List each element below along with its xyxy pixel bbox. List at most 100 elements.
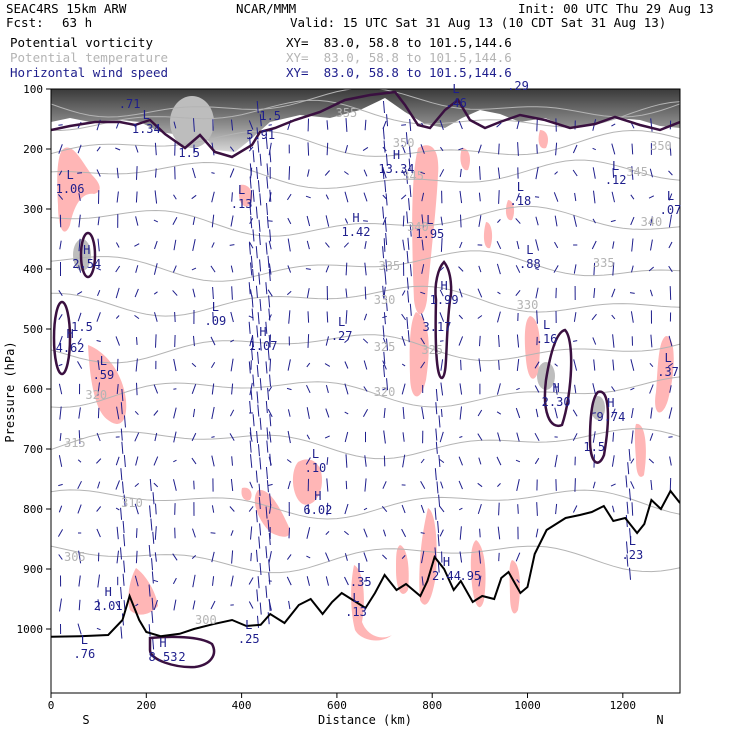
wind-vector [135,216,139,226]
wind-vector [250,526,253,540]
wind-vector [97,599,100,611]
wind-vector [402,215,405,227]
wind-vector [250,387,253,400]
wind-vector [458,480,463,490]
pv-contour-loop [79,231,97,279]
y-axis-title: Pressure (hPa) [3,341,17,442]
wind-vector [440,359,444,371]
south-end-label: S [82,713,89,727]
wind-vector [211,383,215,395]
wind-vector [440,481,444,489]
wind-vector [135,456,139,466]
wind-vector [625,475,628,488]
wind-vector [325,242,330,248]
wind-vector [135,550,138,564]
y-tick-label: 400 [23,263,43,276]
wind-vector [401,504,406,514]
wind-vector [191,555,197,559]
plot-area [51,89,680,669]
wind-vector [406,316,409,330]
extremum-value: 2.44 [432,569,461,583]
wind-vector [307,311,310,323]
wind-vector [268,598,271,612]
wind-vector [173,388,177,390]
wind-vector [257,404,260,417]
wind-vector [77,312,82,322]
wind-vector [326,457,329,465]
wind-vector [252,374,255,387]
wind-vector [592,218,596,224]
wind-vector [77,480,82,490]
wind-vector [116,167,119,179]
wind-vector [121,481,124,494]
wind-vector [592,431,596,443]
x-tick-label: 400 [232,699,252,712]
extremum-value: .12 [605,173,627,187]
wind-vector [498,143,500,155]
wind-vector [256,589,259,602]
wind-vector [364,455,367,467]
wind-vector [97,290,101,296]
wind-vector [345,480,348,490]
wind-vector [212,576,215,586]
wind-vector [402,454,406,468]
wind-vector [59,598,62,612]
wind-vector [409,264,412,277]
wind-vector [257,576,260,589]
wind-vector [116,358,119,372]
extremum-marker: L [452,82,459,96]
wind-vector [257,444,260,457]
wind-vector [120,402,123,415]
wind-vector [386,114,389,127]
wind-vector [630,458,635,464]
x-tick-label: 1000 [514,699,541,712]
wind-vector [384,180,387,193]
wind-vector [116,384,119,394]
wind-vector [252,414,255,427]
wind-vector [554,383,558,395]
pv-patch [634,423,646,477]
wind-vector [191,362,197,368]
wind-vector [269,189,272,202]
wind-vector [554,215,558,227]
pv-patch [538,130,548,149]
x-tick-label: 0 [48,699,55,712]
theta-contour-label: 315 [64,436,86,450]
wind-vector [265,321,268,334]
wind-vector [385,298,388,312]
wind-vector [153,482,159,488]
theta-contour-label: 325 [421,343,443,357]
wind-vector [267,483,273,487]
wind-vector [269,493,272,506]
extremum-marker: L [612,159,619,173]
wind-vector [211,191,215,203]
wind-vector [134,575,139,587]
wind-vector [438,494,441,507]
wind-vector [96,340,101,342]
wind-vector [382,387,387,391]
extremum-marker: H [441,279,448,293]
extremum-value: 13.34 [378,162,414,176]
wind-vector [555,142,558,156]
wind-vector [496,240,502,250]
wind-vector [497,167,501,179]
wind-vector [58,144,63,154]
wind-vector [384,219,387,232]
wind-vector [401,313,407,321]
wind-vector [362,146,369,152]
wind-vector [667,362,673,368]
wind-vector [344,191,349,203]
wind-vector [345,262,348,276]
extremum-marker: L [664,351,671,365]
wind-vector [115,242,120,248]
theta-contour-label: 320 [85,388,107,402]
extremum-marker: H [607,396,614,410]
wind-vector [669,286,672,300]
wind-vector [173,479,177,491]
wind-vector [258,536,261,549]
wind-vector [248,577,254,585]
extremum-value: .25 [238,632,260,646]
wind-vector [363,386,368,392]
wind-vector [288,166,291,180]
wind-vector [610,408,616,418]
